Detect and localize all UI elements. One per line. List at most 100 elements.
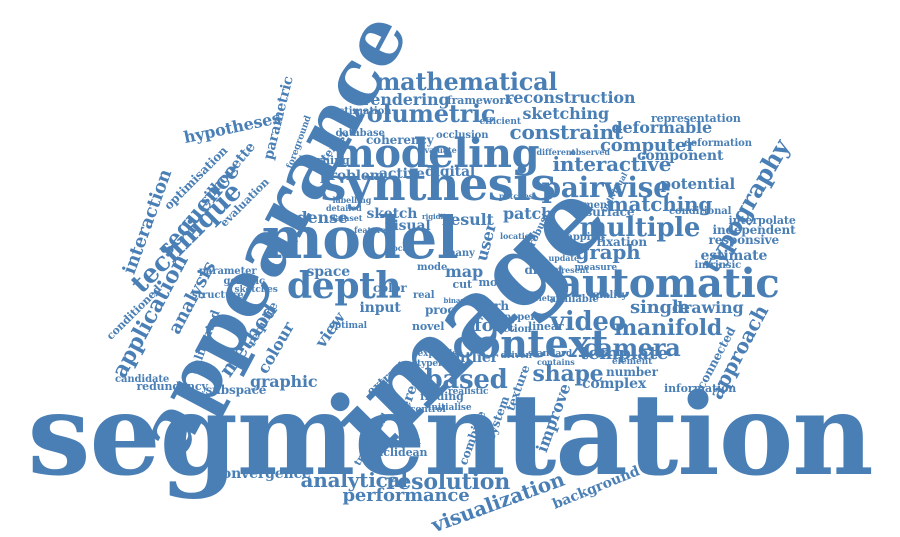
word-linear: linear [528, 319, 564, 333]
word-interactive: interactive [552, 152, 672, 176]
word-feature: feature [354, 225, 386, 235]
word-crh: crh [487, 299, 509, 313]
word-template: template [580, 343, 669, 364]
word-drawing: drawing [672, 298, 744, 317]
word-font: font [474, 315, 515, 336]
word-euclidean: euclidean [368, 445, 428, 459]
word-video: video [550, 307, 626, 337]
word-potential: potential [660, 174, 736, 193]
word-volumetric: volumetric [353, 99, 496, 128]
word-coherency: coherency [366, 133, 434, 147]
word-mapping: mapping [556, 232, 605, 243]
word-context: context [452, 321, 609, 366]
word-convergence: convergence [213, 466, 311, 482]
word-binary: binary [443, 295, 469, 305]
word-interpolate: interpolate [728, 213, 796, 227]
word-driven: driven [500, 350, 533, 361]
word-local: local [389, 243, 411, 253]
word-multiple: multiple [579, 213, 701, 243]
word-redundancy: redundancy [136, 379, 208, 393]
word-segmentation: segmentation [27, 370, 874, 501]
word-control: control [410, 404, 446, 415]
word-direct: direct [524, 263, 564, 277]
word-visual: visual [385, 218, 431, 234]
word-conditional: conditional [669, 206, 732, 217]
word-labelling: labelling [332, 195, 372, 205]
word-space: space [306, 264, 351, 280]
word-finding: finding [420, 389, 464, 403]
word-model: model [261, 204, 459, 272]
word-based: based [424, 365, 508, 395]
word-active: active [379, 166, 425, 182]
word-single: single [630, 297, 690, 318]
word-dense: dense [296, 208, 349, 227]
word-database: database [335, 128, 385, 139]
word-more: more [478, 275, 510, 289]
word-segment: segment [564, 200, 612, 211]
word-element: element [612, 356, 653, 367]
word-structure: structure [192, 290, 244, 301]
word-responsive: responsive [708, 233, 780, 247]
word-map: map [445, 262, 484, 281]
word-synthesis: synthesis [320, 157, 557, 211]
word-candidate: candidate [115, 374, 170, 385]
word-problem: problem [320, 168, 385, 184]
word-component: component [637, 148, 724, 164]
word-standard: standard [528, 348, 573, 359]
word-detailed: detailed [326, 203, 362, 213]
word-occlusion: occlusion [436, 130, 489, 141]
word-surface: surface [585, 205, 635, 219]
word-depth: depth [287, 265, 402, 307]
word-rigidity: rigidity [422, 211, 451, 221]
word-color: color [373, 281, 407, 295]
word-parameter: parameter [199, 266, 257, 277]
word-cut: cut [452, 277, 473, 291]
word-constraint: constraint [509, 120, 624, 144]
word-variety: variety [525, 293, 555, 303]
word-action: action [497, 324, 532, 335]
word-available: available [549, 294, 599, 305]
word-independent: independent [712, 223, 796, 237]
word-sketches: sketches [234, 284, 278, 295]
word-number: number [606, 365, 658, 379]
word-resolution: resolution [386, 469, 510, 495]
word-mode: mode [417, 262, 448, 273]
word-location: location [500, 231, 536, 241]
word-reconstruction: reconstruction [505, 88, 636, 107]
word-paper: paper [504, 312, 536, 323]
word-intrinsic: intrinsic [694, 260, 742, 271]
word-proc: proc [425, 303, 455, 317]
word-manifold: manifold [614, 315, 723, 341]
word-real: real [413, 290, 435, 301]
word-performance: performance [342, 485, 470, 506]
word-modeling: modeling [332, 130, 540, 177]
word-quality: quality [589, 290, 628, 301]
word-present: present [555, 265, 590, 275]
word-efficient: efficient [479, 116, 521, 127]
word-expertise: expertise [417, 348, 464, 359]
word-pairwise: pairwise [541, 171, 671, 204]
word-sketch: sketch [366, 206, 418, 222]
word-measure: measure [574, 262, 618, 273]
word-many: many [445, 248, 475, 259]
word-framework: framework [447, 93, 513, 107]
word-matching: matching [607, 192, 713, 216]
word-patches: patches [499, 191, 534, 201]
word-shape: shape [532, 361, 604, 387]
word-initialise: initialise [428, 402, 472, 413]
word-outlier: outlier [446, 350, 498, 366]
word-complex: complex [582, 376, 647, 392]
word-learning: learning [298, 153, 350, 167]
word-computer: computer [600, 135, 696, 156]
word-realistic: realistic [448, 386, 489, 397]
word-different: different [536, 147, 576, 157]
word-estimation: estimation [332, 106, 392, 117]
word-gaussian: gaussian [362, 433, 422, 447]
word-deformation: deformation [684, 138, 752, 149]
word-graph: graph [575, 240, 641, 264]
word-contains: contains [537, 357, 575, 367]
word-input: input [359, 300, 401, 316]
word-dataset: dataset [330, 213, 363, 223]
word-optimal: optimal [329, 320, 368, 331]
word-graphic: graphic [250, 372, 318, 391]
